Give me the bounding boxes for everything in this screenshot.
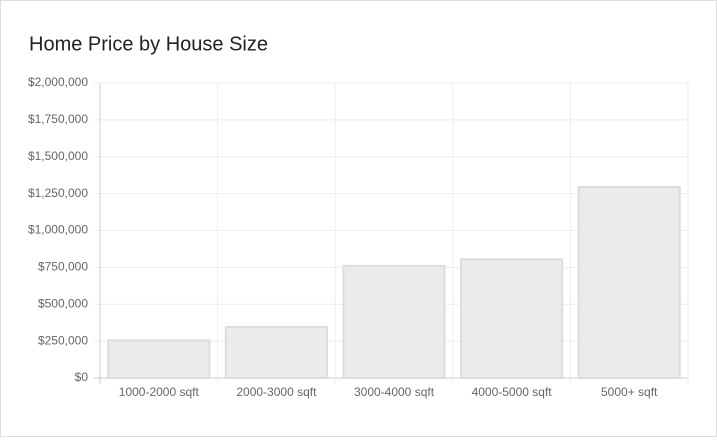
- x-tick-label: 3000-4000 sqft: [354, 385, 435, 399]
- y-tick-label: $0: [75, 370, 89, 384]
- bar: [107, 339, 211, 380]
- y-tick-label: $2,000,000: [28, 75, 88, 89]
- y-tick-label: $1,750,000: [28, 112, 88, 126]
- x-tick-label: 1000-2000 sqft: [119, 385, 200, 399]
- y-tick-label: $1,000,000: [28, 223, 88, 237]
- y-tick-label: $1,250,000: [28, 186, 88, 200]
- y-tick-label: $750,000: [38, 260, 88, 274]
- y-tick-label: $250,000: [38, 333, 88, 347]
- bar: [224, 326, 328, 379]
- y-tick-label: $1,500,000: [28, 149, 88, 163]
- x-tick-label: 4000-5000 sqft: [472, 385, 553, 399]
- bar: [460, 258, 564, 380]
- bar: [342, 264, 446, 379]
- y-tick-label: $500,000: [38, 296, 88, 310]
- x-tick-label: 2000-3000 sqft: [236, 385, 317, 399]
- x-tick-label: 5000+ sqft: [601, 385, 658, 399]
- chart-title: Home Price by House Size: [29, 33, 268, 55]
- bar: [577, 185, 681, 379]
